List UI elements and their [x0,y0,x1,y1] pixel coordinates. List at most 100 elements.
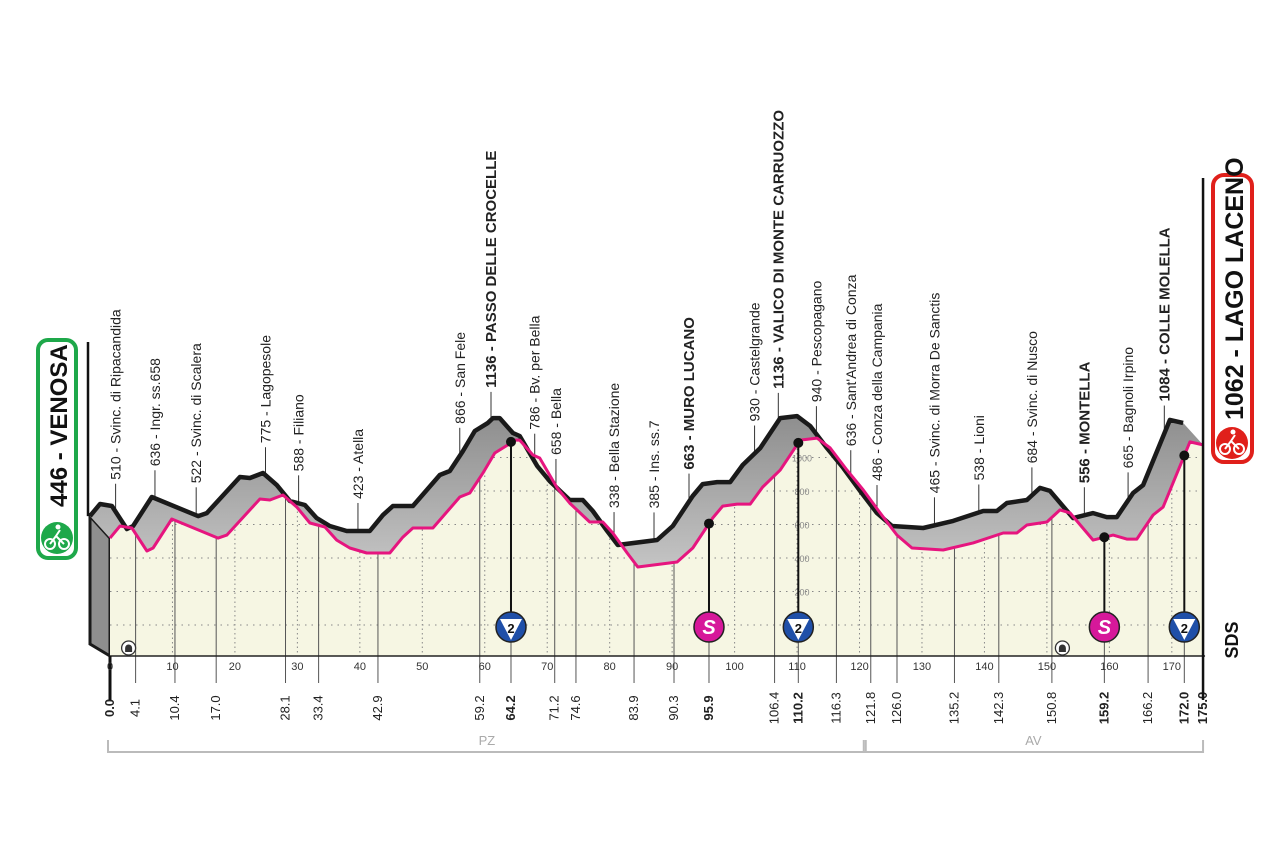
km-tick-label: 160 [1100,661,1118,673]
waypoint-km-label: 159.2 [1096,692,1111,725]
waypoint-km-label: 17.0 [208,695,223,720]
waypoint-km-label: 83.9 [626,695,641,720]
waypoint-label: 1136 - VALICO DI MONTE CARRUOZZO [770,110,787,389]
finish-label: 1062 - LAGO LACENO [1221,157,1249,420]
elevation-tick-label: 200 [794,588,809,598]
waypoint-km-label: 95.9 [701,695,716,720]
province-label: PZ [479,733,496,748]
waypoint-label: 663 - MURO LUCANO [681,317,698,470]
waypoint-km-label: 4.1 [128,699,143,717]
marker-dot [793,437,804,448]
waypoint-label: 940 - Pescopagano [808,281,824,403]
wheel [58,538,70,550]
km-tick-label: 90 [666,661,678,673]
marker-circle [693,611,725,643]
km-tick-label: 170 [1163,661,1181,673]
waypoint-label: 636 - Sant'Andrea di Conza [843,274,859,446]
waypoint-km-label: 10.4 [167,695,182,720]
waypoint-label: 538 - Lioni [971,415,987,480]
waypoint-km-label: 126.0 [889,692,904,725]
waypoint-km-label: 71.2 [547,695,562,720]
waypoint-km-label: 64.2 [503,695,518,720]
waypoint-label: 866 - San Fele [452,332,468,424]
rider-head [55,524,61,530]
marker-category: S [1098,617,1112,639]
waypoint-label: 338 - Bella Stazione [606,383,622,509]
waypoint-km-label: 33.4 [311,695,326,720]
marker-circle [1088,611,1121,643]
tunnel-icon [1054,640,1071,656]
km-tick-label: 130 [913,661,931,673]
wheel [1219,443,1231,455]
frame [1224,434,1240,450]
elevation-tick-label: 1000 [792,454,812,464]
waypoint-label: 465 - Svinc. di Morra De Sanctis [926,293,942,494]
wheel [44,538,56,550]
waypoint-km-label: 150.8 [1044,692,1059,725]
gpm-category-2-icon: 2 [1168,611,1201,643]
waypoint-label: 658 - Bella [548,388,564,455]
waypoint-km-label: 142.3 [991,692,1006,725]
ridge-line [88,413,1184,548]
km-tick-label: 110 [788,661,806,673]
waypoint-km-label: 175.0 [1195,692,1210,725]
waypoint-label: 930 - Castelgrande [747,302,763,421]
km-tick-label: 150 [1038,661,1056,673]
waypoint-label: 665 - Bagnoli Irpino [1120,347,1136,469]
waypoint-km-label: 106.4 [767,692,782,725]
cyclist-icon [41,522,73,554]
waypoint-km-label: 172.0 [1176,692,1191,725]
province-bracket [107,740,867,753]
waypoint-label: 1136 - PASSO DELLE CROCELLE [483,151,500,388]
waypoint-km-label: 110.2 [790,692,805,724]
finish-badge: 1062 - LAGO LACENO [1211,157,1254,464]
rider-head [1230,429,1236,435]
start-wall [88,512,112,659]
marker-category: 2 [1181,621,1188,636]
waypoint-km-label: 74.6 [568,695,583,720]
province-bracket [862,740,1205,753]
waypoint-label: 684 - Svinc. di Nusco [1024,331,1040,463]
waypoint-label: 486 - Conza della Campania [869,303,885,481]
marker-category: S [702,617,716,639]
waypoint-label: 522 - Svinc. di Scalera [188,343,204,483]
km-tick-label: 60 [479,661,491,673]
elevation-tick-label: 600 [794,521,809,531]
marker-dot [1099,532,1110,543]
km-tick-label: 140 [975,661,993,673]
frame [49,529,65,545]
waypoint-km-label: 0.0 [102,699,117,717]
start-label: 446 - VENOSA [46,344,73,507]
km-tick-label: 30 [291,661,303,673]
km-tick-label: 0 [107,661,113,673]
marker-dot [703,518,714,529]
waypoint-label: 1084 - COLLE MOLELLA [1156,227,1173,401]
province-label: AV [1025,733,1042,748]
finish-badge-frame [1211,173,1254,464]
km-tick-label: 100 [725,661,743,673]
marker-category: 2 [795,621,802,636]
waypoint-label: 636 - Ingr. ss.658 [147,358,163,466]
profile-line [108,436,1204,569]
sprint-icon: S [693,611,725,643]
elevation-tick-label: 800 [794,487,809,497]
waypoint-km-label: 135.2 [946,692,961,725]
waypoint-label: 775 - Lagopesole [258,335,274,443]
waypoint-km-label: 121.8 [863,692,878,725]
start-badge-frame [36,338,78,560]
marker-dot [1179,450,1190,461]
gpm-triangle [787,619,810,640]
waypoint-km-label: 166.2 [1140,692,1155,725]
wheel [1233,443,1245,455]
gpm-category-2-icon: 2 [782,611,815,643]
start-badge: 446 - VENOSA [36,338,78,560]
waypoint-label: 510 - Svinc. di Ripacandida [108,309,124,480]
gpm-category-2-icon: 2 [495,611,527,643]
km-tick-label: 70 [541,661,553,673]
marker-dot [505,436,516,447]
waypoint-km-label: 42.9 [370,695,385,720]
km-tick-label: 10 [166,661,178,673]
waypoint-label: 786 - Bv. per Bella [527,315,543,429]
cyclist-uphill-icon [1216,427,1248,459]
